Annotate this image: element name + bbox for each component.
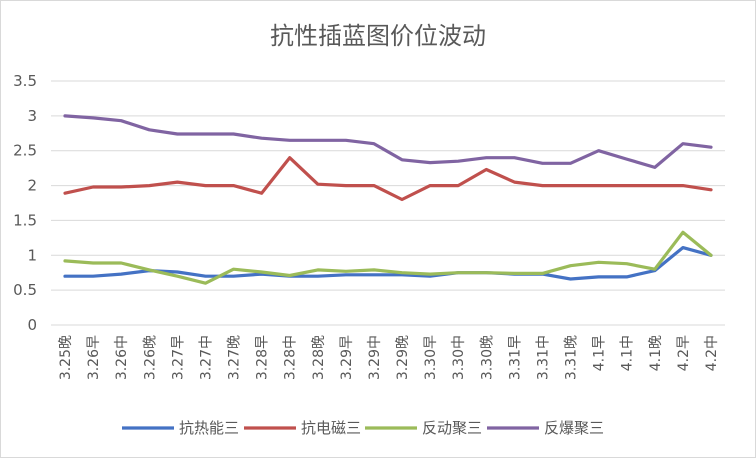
x-tick-label: 4.2早	[676, 335, 692, 371]
legend: 抗热能三 抗电磁三 反动聚三 反爆聚三	[122, 419, 604, 437]
legend-label-4: 反爆聚三	[544, 419, 604, 437]
legend-label-1: 抗热能三	[179, 419, 239, 437]
legend-label-2: 抗电磁三	[301, 419, 361, 437]
x-tick-label: 3.26晚	[142, 335, 158, 380]
x-tick-label: 3.28晚	[311, 335, 327, 380]
x-tick-label: 3.30早	[423, 335, 439, 380]
x-tick-label: 3.29早	[339, 335, 355, 380]
x-tick-label: 3.26早	[86, 335, 102, 380]
series-line-1	[63, 246, 713, 281]
series-lines	[63, 114, 713, 285]
x-tick-label: 3.25晚	[58, 335, 74, 380]
y-tick-label: 1	[27, 246, 37, 264]
x-tick-label: 3.30中	[451, 335, 467, 380]
y-tick-label: 2	[27, 177, 37, 195]
y-tick-label: 2.5	[13, 142, 37, 160]
x-tick-label: 3.31早	[507, 335, 523, 380]
x-tick-label: 4.1晚	[648, 335, 664, 371]
x-tick-label: 3.28早	[255, 335, 271, 380]
x-tick-label: 4.1中	[620, 335, 636, 371]
x-tick-label: 3.31晚	[564, 335, 580, 380]
gridlines	[51, 80, 725, 326]
x-tick-label: 3.31中	[535, 335, 551, 380]
chart-title: 抗性插蓝图价位波动	[270, 22, 486, 50]
x-axis-ticks: 3.25晚 3.26早 3.26中 3.26晚 3.27早 3.27中 3.27晚 3.28早…	[58, 335, 720, 380]
y-axis-ticks: 0 0.5 1 1.5 2 2.5 3 3.5	[13, 72, 37, 334]
y-tick-label: 0.5	[13, 281, 37, 299]
x-tick-label: 3.29中	[367, 335, 383, 380]
x-tick-label: 3.29晚	[395, 335, 411, 380]
series-line-4	[63, 114, 713, 169]
series-line-2	[63, 156, 713, 202]
y-tick-label: 3.5	[13, 72, 37, 90]
x-tick-label: 3.28中	[283, 335, 299, 380]
x-tick-label: 4.2中	[704, 335, 720, 371]
series-line-3	[63, 230, 713, 285]
x-tick-label: 3.30晚	[479, 335, 495, 380]
y-tick-label: 0	[27, 316, 37, 334]
y-tick-label: 3	[27, 107, 37, 125]
x-tick-label: 3.27中	[198, 335, 214, 380]
legend-label-3: 反动聚三	[422, 419, 482, 437]
x-tick-label: 3.27早	[170, 335, 186, 380]
x-tick-label: 3.26中	[114, 335, 130, 380]
x-tick-label: 4.1早	[592, 335, 608, 371]
x-tick-label: 3.27晚	[227, 335, 243, 380]
y-tick-label: 1.5	[13, 211, 37, 229]
